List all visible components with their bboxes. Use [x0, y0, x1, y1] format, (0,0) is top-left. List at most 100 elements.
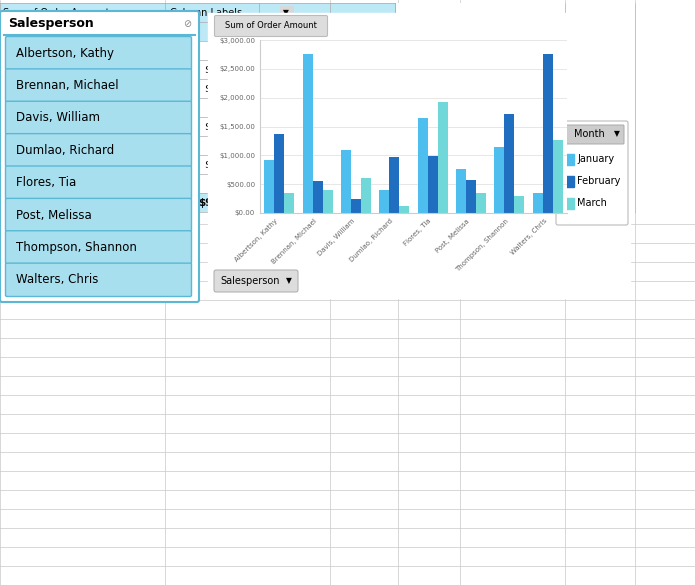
Text: Flores, Tia: Flores, Tia: [3, 122, 56, 132]
Text: $350.00: $350.00: [350, 140, 392, 150]
Text: Thompson, Shannon: Thompson, Shannon: [16, 241, 137, 254]
Text: Grand Total: Grand Total: [3, 198, 71, 208]
Bar: [505, 114, 514, 213]
Bar: [156, 25, 169, 38]
Text: ▼: ▼: [286, 277, 292, 285]
Bar: [553, 140, 563, 213]
Text: $4,565.00: $4,565.00: [509, 122, 562, 132]
Text: $1,140.00: $1,140.00: [204, 160, 257, 170]
Bar: [313, 181, 322, 213]
Text: $1,265.00: $1,265.00: [339, 178, 392, 188]
Text: Column Labels: Column Labels: [170, 8, 242, 18]
Text: Albertson, Kathy: Albertson, Kathy: [16, 47, 114, 60]
Bar: [0, 22, 395, 41]
Bar: [389, 157, 400, 213]
Bar: [456, 169, 466, 213]
Text: Walters, Chris: Walters, Chris: [16, 273, 99, 286]
Bar: [0, 136, 395, 155]
Bar: [514, 196, 525, 213]
Bar: [275, 134, 284, 213]
Bar: [494, 147, 505, 213]
Text: Row Labels: Row Labels: [3, 26, 70, 36]
FancyBboxPatch shape: [560, 125, 624, 144]
FancyBboxPatch shape: [6, 230, 192, 264]
Text: $355.00: $355.00: [214, 178, 257, 188]
Bar: [0, 3, 395, 22]
Text: $550.00: $550.00: [285, 64, 328, 74]
Text: $235.00: $235.00: [285, 84, 328, 94]
FancyBboxPatch shape: [214, 270, 298, 292]
Text: ▼: ▼: [159, 27, 165, 36]
Text: January: January: [577, 154, 614, 164]
Bar: [284, 193, 294, 213]
Text: Dumlao, Richard: Dumlao, Richard: [3, 102, 90, 112]
Text: Flores, Tia: Flores, Tia: [16, 176, 76, 189]
Text: Salesperson: Salesperson: [220, 276, 280, 286]
Text: $1,925.00: $1,925.00: [339, 122, 392, 132]
Text: Davis, William: Davis, William: [3, 84, 77, 94]
FancyBboxPatch shape: [6, 101, 192, 135]
Text: $5,315.00: $5,315.00: [333, 198, 392, 208]
Text: Walters, Chris: Walters, Chris: [3, 178, 76, 188]
Text: $4,375.00: $4,375.00: [509, 178, 562, 188]
Text: ▼: ▼: [614, 129, 620, 139]
Text: February: February: [577, 176, 621, 186]
Bar: [0, 41, 395, 60]
Text: Post, Melissa: Post, Melissa: [3, 140, 70, 150]
Text: $23,565.00: $23,565.00: [496, 198, 562, 208]
FancyBboxPatch shape: [6, 198, 192, 232]
Bar: [351, 199, 361, 213]
Text: Month: Month: [573, 129, 605, 139]
Text: Thompson, Shannon: Thompson, Shannon: [3, 160, 110, 170]
Bar: [438, 102, 448, 213]
Text: $9,090.00: $9,090.00: [199, 198, 257, 208]
Bar: [400, 206, 409, 213]
Text: Albertson, Kathy: Albertson, Kathy: [3, 46, 90, 56]
Bar: [4, 13, 196, 35]
Bar: [302, 54, 313, 213]
FancyBboxPatch shape: [6, 36, 192, 70]
Bar: [563, 198, 574, 209]
Text: Post, Melissa: Post, Melissa: [16, 209, 92, 222]
Bar: [0, 117, 395, 136]
Text: January: January: [212, 26, 257, 36]
Bar: [418, 118, 427, 213]
Text: $575.00: $575.00: [285, 140, 328, 150]
Text: $2,755.00: $2,755.00: [275, 178, 328, 188]
Text: $400.00: $400.00: [214, 102, 257, 112]
Text: $1,655.00: $1,655.00: [204, 122, 257, 132]
Text: $2,650.00: $2,650.00: [509, 46, 562, 56]
Bar: [543, 54, 553, 213]
Text: March: March: [577, 198, 607, 208]
Bar: [0, 98, 395, 117]
Bar: [533, 192, 543, 213]
Bar: [341, 150, 351, 213]
Text: $765.00: $765.00: [214, 140, 257, 150]
Bar: [427, 156, 438, 213]
Text: Sum of Order Amount: Sum of Order Amount: [3, 8, 110, 18]
Bar: [322, 190, 332, 213]
Text: $1,935.00: $1,935.00: [509, 84, 562, 94]
Text: Sum of Order Amount: Sum of Order Amount: [225, 22, 317, 30]
FancyBboxPatch shape: [556, 121, 628, 225]
Text: Brennan, Michael: Brennan, Michael: [3, 64, 94, 74]
Text: $1,375.00: $1,375.00: [275, 46, 328, 56]
Bar: [379, 190, 389, 213]
Text: $1,490.00: $1,490.00: [509, 102, 562, 112]
Bar: [280, 6, 293, 19]
Bar: [0, 79, 395, 98]
Text: Salesperson: Salesperson: [8, 18, 94, 30]
Text: $2,750.00: $2,750.00: [204, 64, 257, 74]
FancyBboxPatch shape: [6, 166, 192, 199]
Text: $1,100.00: $1,100.00: [204, 84, 257, 94]
Text: $600.00: $600.00: [350, 84, 392, 94]
FancyBboxPatch shape: [6, 69, 192, 102]
Text: Davis, William: Davis, William: [16, 111, 100, 125]
Text: Brennan, Michael: Brennan, Michael: [16, 79, 119, 92]
Text: ⊘: ⊘: [183, 19, 191, 29]
Bar: [0, 193, 395, 212]
Bar: [563, 154, 574, 165]
Text: Dumlao, Richard: Dumlao, Richard: [16, 144, 114, 157]
Text: $300.00: $300.00: [350, 160, 392, 170]
Bar: [466, 180, 476, 213]
